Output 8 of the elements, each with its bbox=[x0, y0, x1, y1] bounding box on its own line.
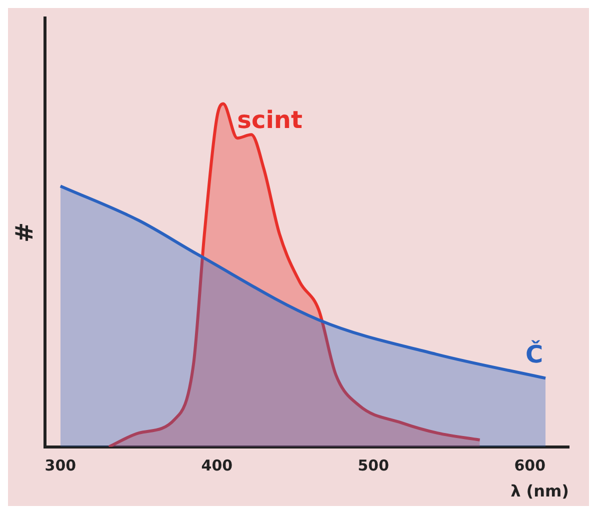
series-label: Č bbox=[526, 339, 544, 368]
x-axis-title: λ (nm) bbox=[510, 482, 569, 501]
x-tick-label: 400 bbox=[201, 456, 233, 475]
series-label: scint bbox=[237, 106, 302, 134]
x-tick-label: 600 bbox=[514, 456, 546, 475]
x-tick-label: 500 bbox=[358, 456, 390, 475]
x-tick-label: 300 bbox=[44, 456, 76, 475]
y-axis-title: # bbox=[10, 222, 39, 242]
